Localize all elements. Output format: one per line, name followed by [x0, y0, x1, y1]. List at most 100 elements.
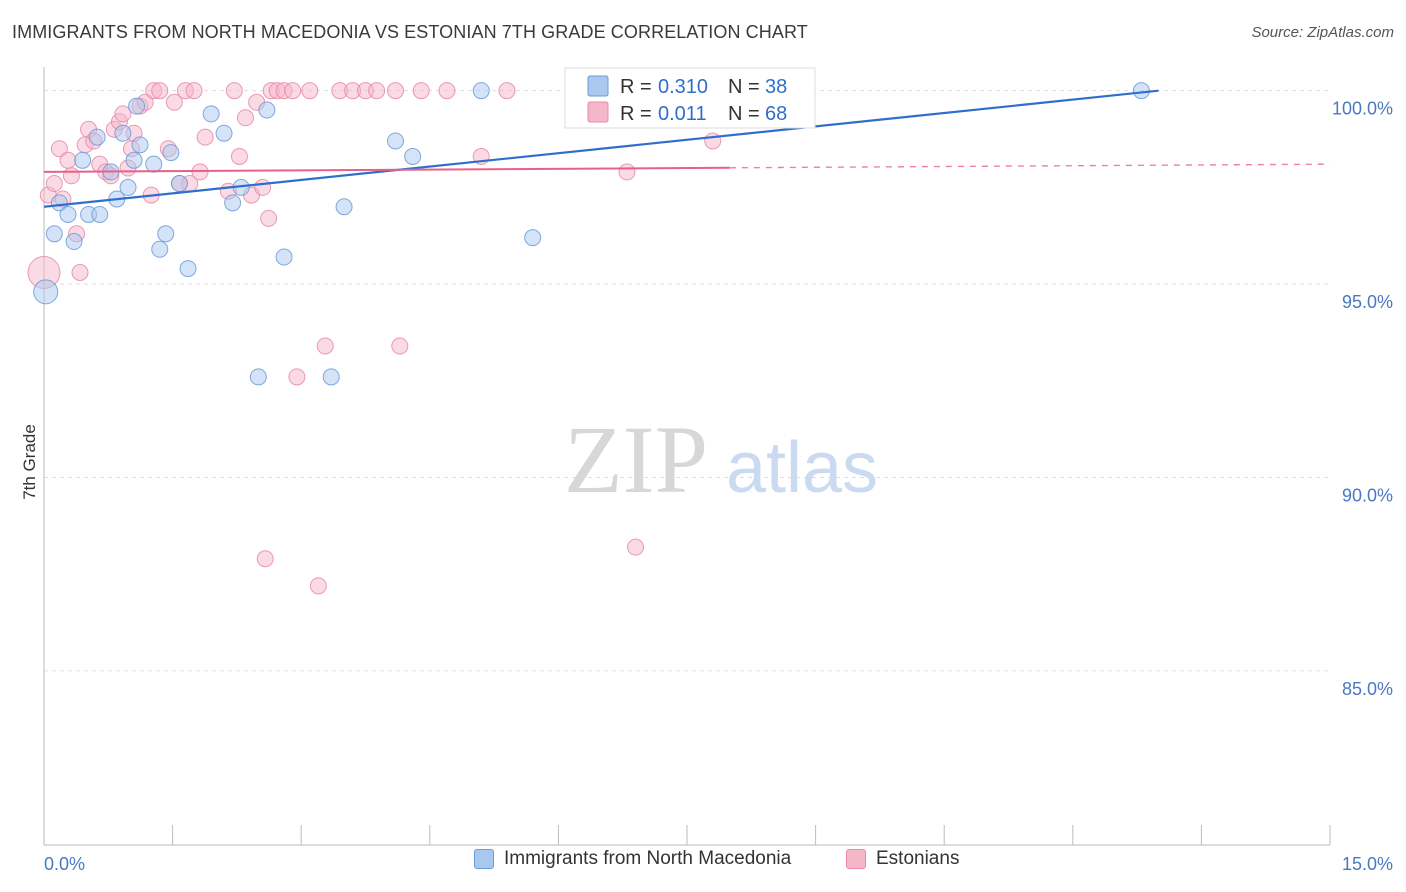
estonians-point-50 — [301, 82, 319, 100]
north-macedonia-point-16 — [151, 240, 169, 258]
legend-r-value-1: 0.310 — [658, 76, 708, 98]
north-macedonia-point-5 — [74, 151, 92, 169]
estonians-point-45 — [256, 550, 274, 568]
north-macedonia-point-3 — [59, 205, 77, 223]
north-macedonia-point-23 — [224, 194, 242, 212]
north-macedonia-point-28 — [322, 368, 340, 386]
legend-r-value-2: 0.011 — [658, 103, 707, 125]
north-macedonia-point-21 — [202, 105, 220, 123]
legend-r-label-1: R = — [620, 76, 652, 98]
trend-lines — [43, 89, 1331, 208]
north-macedonia-point-33 — [524, 229, 542, 247]
north-macedonia-point-32 — [472, 82, 490, 100]
source-label: Source: ZipAtlas.com — [1251, 24, 1394, 41]
legend-n-label-2: N = — [728, 103, 760, 125]
north-macedonia-point-18 — [162, 144, 180, 162]
x-tick-label-1: 15.0% — [1342, 854, 1393, 874]
chart-title: IMMIGRANTS FROM NORTH MACEDONIA VS ESTON… — [12, 22, 808, 42]
gridlines — [44, 90, 1330, 672]
north-macedonia-point-1 — [45, 225, 63, 243]
north-macedonia-point-7 — [88, 128, 106, 146]
estonians-point-56 — [391, 337, 409, 355]
watermark-zip: ZIP — [564, 406, 708, 513]
series-legend: Immigrants from North Macedonia Estonian… — [0, 848, 1406, 880]
estonians-point-8 — [71, 263, 89, 281]
estonians-point-37 — [236, 109, 254, 127]
north-macedonia-point-8 — [91, 205, 109, 223]
estonians-point-62 — [618, 163, 636, 181]
watermark: ZIP atlas — [564, 406, 878, 513]
estonians-point-49 — [316, 337, 334, 355]
estonians-point-58 — [438, 82, 456, 100]
estonians-trend-line-dashed — [729, 163, 1331, 169]
x-tick-labels: 0.0% 15.0% — [44, 854, 1393, 874]
estonians-point-60 — [498, 82, 516, 100]
legend-n-label-1: N = — [728, 76, 760, 98]
north-macedonia-point-26 — [258, 101, 276, 119]
north-macedonia-point-37 — [1132, 82, 1150, 100]
north-macedonia-point-36 — [128, 97, 146, 115]
north-macedonia-point-30 — [387, 132, 405, 150]
y-tick-labels: 100.0% 95.0% 90.0% 85.0% — [1332, 99, 1393, 699]
estonians-point-44 — [284, 82, 302, 100]
estonians-point-36 — [230, 147, 248, 165]
north-macedonia-point-12 — [119, 178, 137, 196]
estonians-trend-line-solid — [43, 166, 730, 173]
legend-label-estonians: Estonians — [876, 848, 960, 869]
estonians-point-46 — [260, 209, 278, 227]
estonians-point-66 — [704, 132, 722, 150]
estonians-point-35 — [225, 82, 243, 100]
north-macedonia-point-14 — [131, 136, 149, 154]
legend-item-north-macedonia: Immigrants from North Macedonia — [474, 848, 791, 870]
y-axis-title: 7th Grade — [20, 424, 39, 500]
legend-r-label-2: R = — [620, 103, 652, 125]
north-macedonia-point-0 — [33, 279, 59, 305]
estonians-point-25 — [151, 82, 169, 100]
data-points — [27, 82, 1150, 595]
north-macedonia-point-27 — [275, 248, 293, 266]
north-macedonia-point-19 — [170, 175, 188, 193]
legend-n-value-1: 38 — [765, 76, 787, 98]
estonians-point-54 — [368, 82, 386, 100]
north-macedonia-point-13 — [125, 151, 143, 169]
north-macedonia-point-22 — [215, 124, 233, 142]
estonians-point-27 — [165, 93, 183, 111]
legend-swatch-north-macedonia — [474, 849, 494, 869]
north-macedonia-trend-line — [43, 89, 1159, 208]
estonians-point-3 — [50, 140, 68, 158]
north-macedonia-point-17 — [157, 225, 175, 243]
estonians-point-33 — [196, 128, 214, 146]
stats-legend: R = 0.310 N = 38 R = 0.011 N = 68 — [564, 67, 816, 129]
estonians-point-63 — [627, 538, 645, 556]
y-tick-label-2: 90.0% — [1342, 486, 1393, 506]
estonians-point-47 — [288, 368, 306, 386]
estonians-point-5 — [59, 151, 77, 169]
north-macedonia-point-31 — [404, 147, 422, 165]
legend-n-value-2: 68 — [765, 103, 787, 125]
y-tick-label-1: 95.0% — [1342, 292, 1393, 312]
north-macedonia-point-29 — [335, 198, 353, 216]
legend-swatch-pink — [587, 101, 609, 123]
estonians-point-17 — [114, 105, 132, 123]
y-tick-label-3: 85.0% — [1342, 679, 1393, 699]
estonians-point-57 — [412, 82, 430, 100]
estonians-point-31 — [185, 82, 203, 100]
legend-label-north-macedonia: Immigrants from North Macedonia — [504, 848, 792, 869]
north-macedonia-point-20 — [179, 260, 197, 278]
north-macedonia-point-15 — [145, 155, 163, 173]
north-macedonia-point-11 — [114, 124, 132, 142]
legend-swatch-estonians — [846, 849, 866, 869]
estonians-point-48 — [309, 577, 327, 595]
north-macedonia-point-2 — [50, 194, 68, 212]
north-macedonia-point-4 — [65, 233, 83, 251]
x-tick-label-0: 0.0% — [44, 854, 85, 874]
estonians-point-2 — [45, 175, 63, 193]
estonians-point-6 — [62, 167, 80, 185]
estonians-point-40 — [254, 178, 272, 196]
north-macedonia-point-25 — [249, 368, 267, 386]
legend-swatch-blue — [587, 75, 609, 97]
legend-item-estonians: Estonians — [846, 848, 959, 870]
estonians-point-55 — [387, 82, 405, 100]
y-tick-label-0: 100.0% — [1332, 99, 1393, 119]
